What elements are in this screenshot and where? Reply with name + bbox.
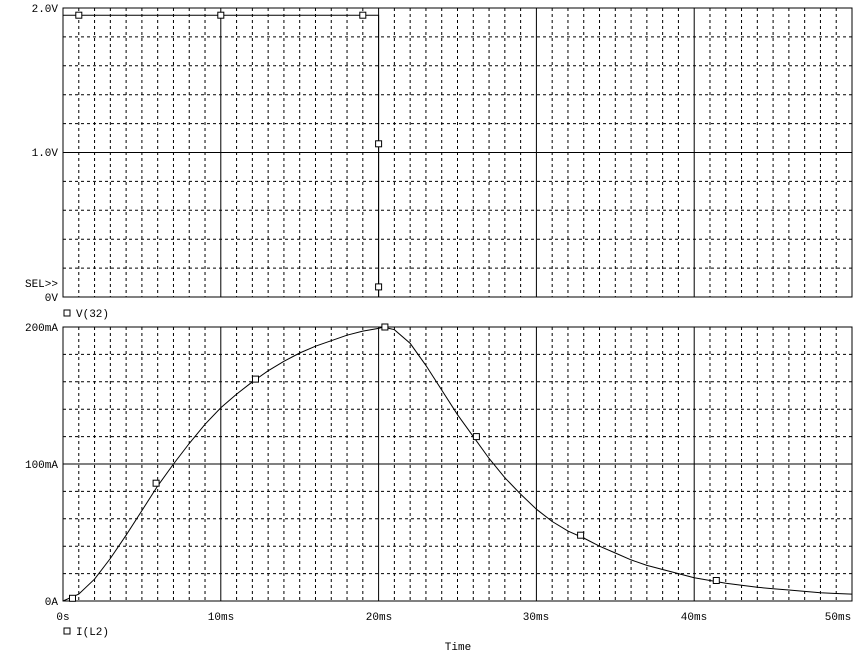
legend-marker-v32	[63, 309, 71, 317]
voltage-trace-markers	[75, 11, 383, 291]
x-axis-title: Time	[445, 642, 471, 654]
legend-label-v32[interactable]: V(32)	[76, 309, 109, 321]
xtick-label: 50ms	[825, 612, 851, 624]
current-trace-markers	[69, 323, 720, 602]
xtick-label: 10ms	[208, 612, 234, 624]
current-trace-point-marker	[712, 577, 720, 584]
voltage-ytick-label: 1.0V	[32, 148, 59, 160]
current-trace-point-marker	[152, 479, 160, 487]
current-ytick-label: 200mA	[25, 323, 58, 335]
current-trace-point-marker	[577, 531, 585, 539]
sel-marker-label[interactable]: SEL>>	[25, 279, 58, 291]
legend-label-il2[interactable]: I(L2)	[76, 627, 109, 639]
current-trace-point-marker	[381, 323, 389, 331]
voltage-trace-point-marker	[359, 11, 367, 19]
legend-marker-il2	[63, 627, 71, 635]
current-trace-point-marker	[252, 375, 259, 383]
current-plot-grid	[63, 327, 852, 601]
current-trace-point-marker	[472, 433, 480, 441]
current-trace-point-marker	[69, 594, 76, 602]
xtick-label: 20ms	[366, 612, 392, 624]
current-ytick-label: 0A	[45, 597, 59, 609]
voltage-plot-grid	[63, 8, 852, 297]
voltage-ytick-label: 0V	[45, 293, 59, 305]
xtick-label: 30ms	[523, 612, 549, 624]
current-ytick-label: 100mA	[25, 460, 58, 472]
voltage-ytick-label: 2.0V	[32, 4, 59, 16]
voltage-trace-point-marker	[217, 11, 225, 19]
current-plot-frame	[62, 326, 853, 602]
voltage-trace-point-marker	[375, 283, 383, 291]
xtick-label: 0s	[56, 612, 69, 624]
xtick-label: 40ms	[681, 612, 707, 624]
voltage-trace-point-marker	[375, 140, 383, 148]
voltage-trace-point-marker	[75, 11, 83, 19]
